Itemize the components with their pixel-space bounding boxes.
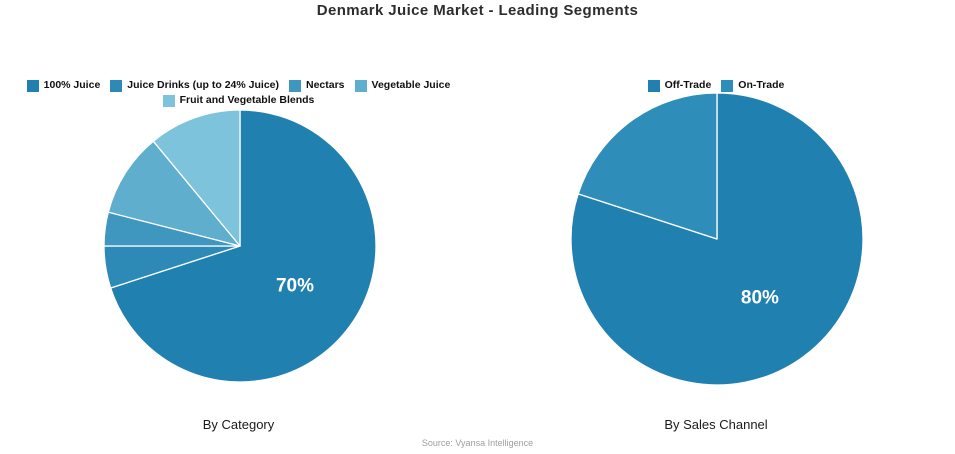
legend-item: 100% Juice — [26, 79, 101, 92]
legend-swatch — [721, 79, 734, 92]
legend-label: Nectars — [306, 79, 345, 91]
legend-label: 100% Juice — [43, 79, 101, 91]
legend-item: Vegetable Juice — [354, 79, 451, 92]
slice-percent-label: 80% — [741, 288, 779, 309]
legend-swatch — [289, 79, 301, 92]
legend: Off-Trade On-Trade — [471, 79, 955, 92]
chart-caption: By Category — [202, 417, 275, 432]
pie-slice — [110, 109, 377, 383]
legend-item: Nectars — [289, 79, 345, 92]
legend-item: Fruit and Vegetable Blends — [162, 94, 315, 107]
chart-title: Denmark Juice Market - Leading Segments — [316, 2, 639, 19]
legend-swatch — [162, 94, 175, 107]
pie-chart: 100% Juice Juice Drinks (up to 24% Juice)… — [0, 0, 477, 454]
legend-label: Juice Drinks (up to 24% Juice) — [127, 79, 279, 91]
pie-slice — [152, 109, 241, 247]
legend-label: On-Trade — [738, 79, 785, 91]
pie-chart: Off-Trade On-Trade 80% By Sales Channel — [477, 0, 955, 454]
slice-percent-label: 70% — [276, 276, 314, 297]
legend-item: Juice Drinks (up to 24% Juice) — [110, 79, 279, 92]
legend-label: Vegetable Juice — [371, 79, 451, 91]
legend: 100% Juice Juice Drinks (up to 24% Juice)… — [0, 79, 484, 107]
source-attribution: Source: Vyansa Intelligence — [421, 438, 534, 448]
legend-item: Off-Trade — [647, 79, 712, 92]
legend-swatch — [26, 79, 39, 92]
pie-svg: 70% — [103, 109, 377, 383]
legend-label: Fruit and Vegetable Blends — [179, 94, 315, 106]
legend-label: Off-Trade — [664, 79, 712, 91]
legend-swatch — [647, 79, 660, 92]
legend-swatch — [110, 79, 123, 92]
pie-slice — [107, 140, 241, 247]
pie-svg: 80% — [570, 92, 864, 386]
legend-item: On-Trade — [721, 79, 784, 92]
legend-swatch — [354, 79, 367, 92]
pie-slice — [577, 92, 718, 240]
chart-caption: By Sales Channel — [664, 417, 768, 432]
